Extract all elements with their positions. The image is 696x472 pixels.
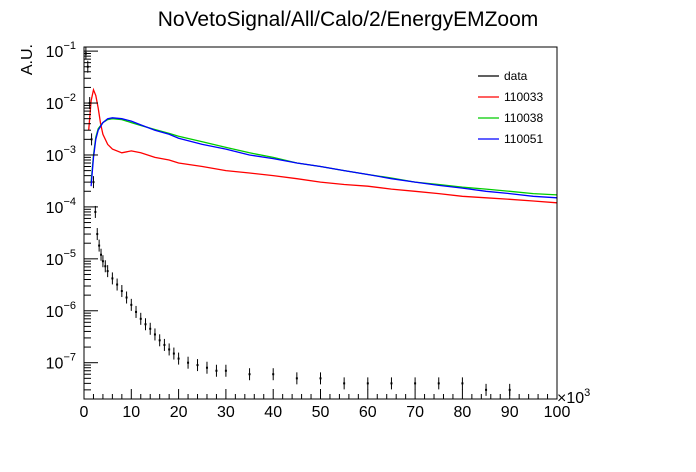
- chart-title: NoVetoSignal/All/Calo/2/EnergyEMZoom: [158, 8, 539, 31]
- y-tick-label-base: 10: [46, 304, 64, 321]
- y-tick-label-exponent: −7: [63, 352, 76, 364]
- y-tick-label-base: 10: [46, 44, 64, 61]
- y-axis-title: A.U.: [19, 44, 36, 75]
- x-axis-multiplier-base: ×10: [557, 390, 584, 407]
- x-tick-label: 10: [122, 404, 140, 421]
- y-tick-label: 10−4: [46, 196, 76, 217]
- y-tick-label: 10−7: [46, 352, 76, 373]
- y-tick-label-exponent: −3: [63, 144, 76, 156]
- y-tick-label-base: 10: [46, 200, 64, 217]
- y-tick-label: 10−5: [46, 248, 76, 269]
- x-axis: 0 10 20 30 40 50 60 70 80 90 100: [80, 389, 571, 421]
- legend-label-110033: 110033: [504, 90, 543, 104]
- y-tick-label-base: 10: [46, 252, 64, 269]
- legend-label-data: data: [504, 69, 528, 83]
- y-tick-label: 10−2: [46, 92, 76, 113]
- series-110033-line: [88, 87, 558, 204]
- y-tick-label-exponent: −1: [63, 40, 76, 52]
- x-tick-label: 80: [454, 404, 472, 421]
- x-tick-label: 50: [312, 404, 330, 421]
- y-tick-label-exponent: −6: [63, 300, 76, 312]
- x-tick-label: 30: [217, 404, 235, 421]
- x-tick-label: 70: [406, 404, 424, 421]
- y-tick-label: 10−6: [46, 300, 76, 321]
- x-tick-label: 0: [80, 404, 89, 421]
- x-tick-label: 20: [170, 404, 188, 421]
- x-axis-multiplier: ×103: [557, 387, 590, 407]
- x-tick-label: 90: [501, 404, 519, 421]
- y-tick-label-exponent: −2: [63, 92, 76, 104]
- y-tick-label-base: 10: [46, 356, 64, 373]
- y-tick-label: 10−1: [46, 40, 76, 61]
- y-tick-label: 10−3: [46, 144, 76, 165]
- series-110051-line: [90, 117, 558, 199]
- legend-label-110051: 110051: [504, 132, 543, 146]
- y-axis: 10−710−610−510−410−310−210−1: [46, 40, 98, 391]
- x-axis-multiplier-exponent: 3: [584, 387, 590, 399]
- legend-label-110038: 110038: [504, 111, 543, 125]
- y-tick-label-exponent: −4: [63, 196, 76, 208]
- y-tick-label-base: 10: [46, 148, 64, 165]
- y-tick-label-exponent: −5: [63, 248, 76, 260]
- x-tick-label: 60: [359, 404, 377, 421]
- legend: data 110033 110038 110051: [478, 69, 543, 146]
- x-tick-label: 100: [544, 404, 571, 421]
- x-tick-label: 40: [264, 404, 282, 421]
- series-layer: [84, 47, 558, 396]
- y-tick-label-base: 10: [46, 96, 64, 113]
